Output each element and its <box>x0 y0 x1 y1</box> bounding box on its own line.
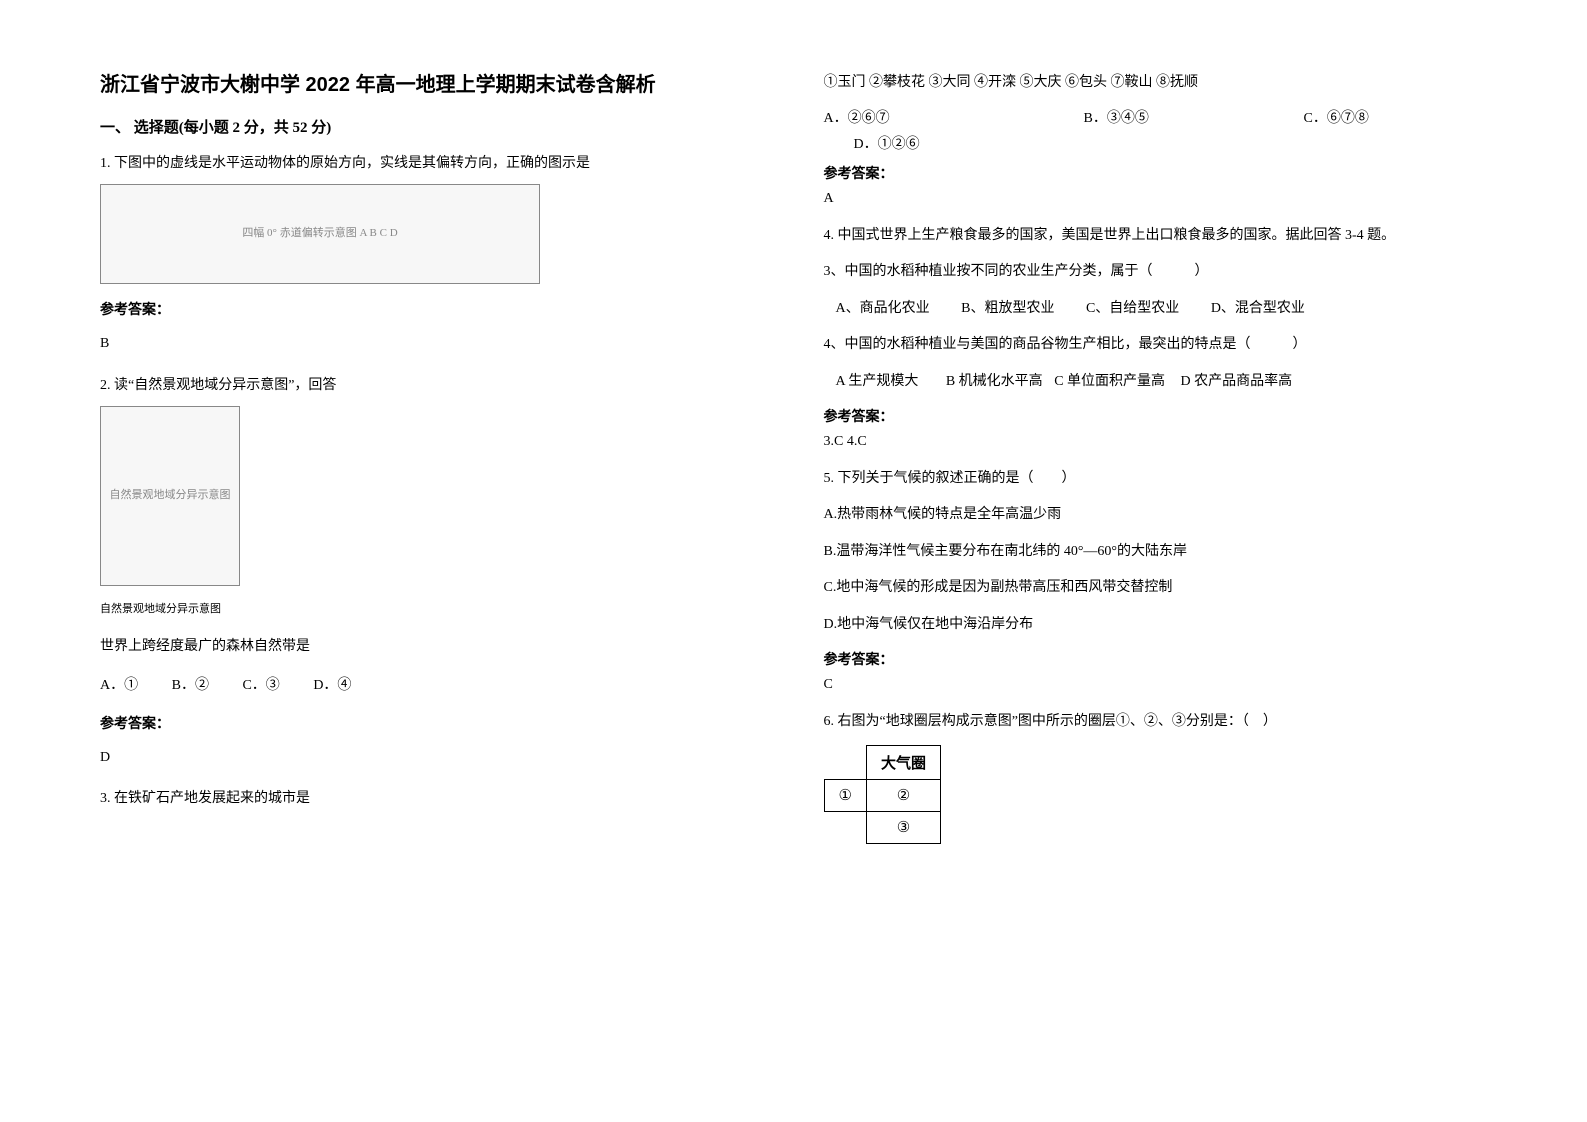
q1-figure: 四幅 0° 赤道偏转示意图 A B C D <box>100 184 540 284</box>
q2-options: A．① B．② C．③ D．④ <box>100 673 764 698</box>
q1-answer: B <box>100 331 764 356</box>
q5-d: D.地中海气候仅在地中海沿岸分布 <box>824 612 1488 639</box>
q6-atmosphere: 大气圈 <box>866 746 940 780</box>
q2-opt-d: D．④ <box>313 673 351 698</box>
q2-stem: 世界上跨经度最广的森林自然带是 <box>100 634 764 659</box>
q6-cell-2: ② <box>866 780 940 812</box>
q6-empty2 <box>824 812 866 844</box>
q3-cities: ①玉门 ②攀枝花 ③大同 ④开滦 ⑤大庆 ⑥包头 ⑦鞍山 ⑧抚顺 <box>824 70 1488 97</box>
q4-sub3-opts: A、商品化农业 B、粗放型农业 C、自给型农业 D、混合型农业 <box>824 296 1488 323</box>
q3-opt-d: D．①②⑥ <box>854 133 920 153</box>
q3-opt-b: B．③④⑤ <box>1084 107 1304 127</box>
q4-intro: 4. 中国式世界上生产粮食最多的国家，美国是世界上出口粮食最多的国家。据此回答 … <box>824 223 1488 250</box>
q4-answer: 3.C 4.C <box>824 434 1488 450</box>
q5-answer: C <box>824 677 1488 693</box>
section-heading: 一、 选择题(每小题 2 分，共 52 分) <box>100 116 764 137</box>
right-column: ①玉门 ②攀枝花 ③大同 ④开滦 ⑤大庆 ⑥包头 ⑦鞍山 ⑧抚顺 A．②⑥⑦ B… <box>824 70 1488 844</box>
q2-opt-a: A．① <box>100 673 138 698</box>
q4-3-a: A、商品化农业 <box>836 301 930 316</box>
answer-label: 参考答案： <box>100 712 764 737</box>
q2-opt-c: C．③ <box>242 673 279 698</box>
q5-stem: 5. 下列关于气候的叙述正确的是（ ） <box>824 466 1488 493</box>
q6-cell-1: ① <box>824 780 866 812</box>
q3-options-row1: A．②⑥⑦ B．③④⑤ C．⑥⑦⑧ <box>824 107 1488 127</box>
q4-4-a: A 生产规模大 <box>836 374 919 389</box>
answer-label: 参考答案： <box>824 163 1488 183</box>
q6-stem: 6. 右图为“地球圈层构成示意图”图中所示的圈层①、②、③分别是：（ ） <box>824 709 1488 736</box>
q5-b: B.温带海洋性气候主要分布在南北纬的 40°—60°的大陆东岸 <box>824 539 1488 566</box>
q6-empty <box>824 746 866 780</box>
q4-sub4: 4、中国的水稻种植业与美国的商品谷物生产相比，最突出的特点是（ ） <box>824 332 1488 359</box>
q5-c: C.地中海气候的形成是因为副热带高压和西风带交替控制 <box>824 575 1488 602</box>
answer-label: 参考答案： <box>824 649 1488 669</box>
q4-3-c: C、自给型农业 <box>1086 301 1179 316</box>
q3-text: 3. 在铁矿石产地发展起来的城市是 <box>100 786 764 811</box>
q4-4-c: C 单位面积产量高 <box>1054 374 1165 389</box>
q6-sphere-table: 大气圈 ① ② ③ <box>824 745 941 844</box>
q2-text: 2. 读“自然景观地域分异示意图”，回答 <box>100 373 764 398</box>
q4-4-d: D 农产品商品率高 <box>1181 374 1293 389</box>
exam-title: 浙江省宁波市大榭中学 2022 年高一地理上学期期末试卷含解析 <box>100 70 764 100</box>
q4-sub4-opts: A 生产规模大 B 机械化水平高 C 单位面积产量高 D 农产品商品率高 <box>824 369 1488 396</box>
question-3-start: 3. 在铁矿石产地发展起来的城市是 <box>100 786 764 811</box>
q1-text: 1. 下图中的虚线是水平运动物体的原始方向，实线是其偏转方向，正确的图示是 <box>100 151 764 176</box>
q6-cell-3: ③ <box>866 812 940 844</box>
question-2: 2. 读“自然景观地域分异示意图”，回答 自然景观地域分异示意图 自然景观地域分… <box>100 373 764 771</box>
q2-figure: 自然景观地域分异示意图 <box>100 406 240 586</box>
q2-answer: D <box>100 745 764 770</box>
q2-caption: 自然景观地域分异示意图 <box>100 600 764 620</box>
q3-answer: A <box>824 191 1488 207</box>
q5-a: A.热带雨林气候的特点是全年高温少雨 <box>824 502 1488 529</box>
q3-opt-c: C．⑥⑦⑧ <box>1304 107 1444 127</box>
q3-opt-a: A．②⑥⑦ <box>824 107 1084 127</box>
q4-sub3: 3、中国的水稻种植业按不同的农业生产分类，属于（ ） <box>824 259 1488 286</box>
question-1: 1. 下图中的虚线是水平运动物体的原始方向，实线是其偏转方向，正确的图示是 四幅… <box>100 151 764 357</box>
q4-3-d: D、混合型农业 <box>1211 301 1305 316</box>
q4-3-b: B、粗放型农业 <box>961 301 1054 316</box>
q3-options-row2: D．①②⑥ <box>824 133 1488 153</box>
answer-label: 参考答案： <box>100 298 764 323</box>
left-column: 浙江省宁波市大榭中学 2022 年高一地理上学期期末试卷含解析 一、 选择题(每… <box>100 70 764 844</box>
q4-4-b: B 机械化水平高 <box>946 374 1043 389</box>
q2-opt-b: B．② <box>172 673 209 698</box>
answer-label: 参考答案： <box>824 406 1488 426</box>
